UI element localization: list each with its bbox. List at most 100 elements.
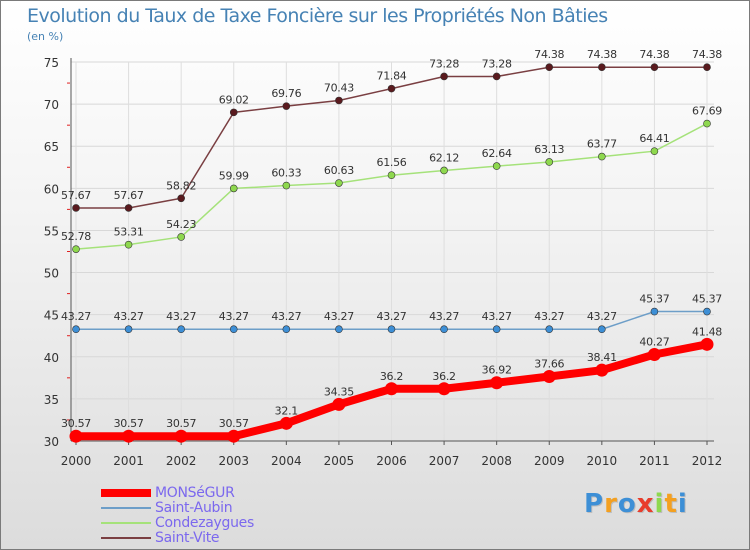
data-point-monsegur	[542, 369, 556, 383]
data-point-condezaygues	[177, 233, 185, 241]
y-tick-label: 35	[44, 393, 59, 407]
data-label-saint-vite: 69.02	[219, 93, 249, 106]
data-label-monsegur: 30.57	[61, 417, 91, 430]
data-label-saint-aubin: 43.27	[482, 310, 512, 323]
data-label-saint-aubin: 43.27	[534, 310, 564, 323]
y-tick-label: 45	[44, 309, 59, 323]
data-label-saint-vite: 57.67	[61, 189, 91, 202]
data-label-condezaygues: 61.56	[377, 156, 407, 169]
data-point-saint-vite	[703, 63, 711, 72]
data-point-monsegur	[279, 416, 293, 430]
legend-swatch-saint-aubin	[101, 507, 151, 509]
data-label-saint-aubin: 43.27	[587, 310, 617, 323]
x-tick-label: 2005	[324, 454, 355, 468]
data-point-saint-aubin	[703, 307, 711, 316]
y-tick-label: 55	[44, 224, 59, 238]
data-label-saint-aubin: 43.27	[219, 310, 249, 323]
data-label-condezaygues: 62.12	[429, 151, 459, 164]
data-point-saint-aubin	[72, 325, 80, 334]
data-point-monsegur	[437, 382, 451, 396]
data-point-condezaygues	[703, 119, 711, 128]
data-label-monsegur: 32.1	[275, 404, 298, 417]
data-point-saint-aubin	[177, 325, 185, 334]
data-label-saint-vite: 74.38	[639, 48, 669, 61]
x-tick-label: 2004	[271, 454, 302, 468]
data-point-monsegur	[385, 382, 398, 396]
data-point-saint-vite	[282, 102, 291, 110]
data-point-saint-vite	[72, 204, 80, 212]
data-label-condezaygues: 63.77	[587, 138, 617, 151]
y-tick-label: 70	[44, 98, 59, 112]
data-point-monsegur	[700, 337, 714, 351]
data-point-monsegur	[122, 429, 136, 443]
data-point-saint-aubin	[598, 325, 606, 334]
data-point-condezaygues	[229, 184, 238, 193]
data-point-monsegur	[595, 363, 609, 377]
data-point-saint-vite	[650, 63, 659, 72]
data-label-condezaygues: 59.99	[219, 169, 249, 182]
data-label-condezaygues: 62.64	[482, 147, 512, 160]
data-label-saint-aubin: 43.27	[271, 310, 301, 323]
data-label-condezaygues: 63.13	[534, 143, 564, 156]
data-point-saint-aubin	[387, 325, 396, 334]
x-tick-label: 2007	[429, 454, 460, 468]
data-point-condezaygues	[545, 158, 554, 166]
data-point-saint-vite	[598, 63, 606, 72]
data-point-saint-aubin	[545, 325, 554, 334]
data-label-saint-aubin: 45.37	[639, 293, 669, 306]
data-point-saint-aubin	[440, 325, 448, 334]
chart-subtitle: (en %)	[27, 30, 64, 43]
data-point-monsegur	[227, 429, 241, 443]
data-point-monsegur	[332, 397, 346, 411]
legend-label-monsegur: MONSéGUR	[155, 485, 235, 501]
data-point-saint-aubin	[282, 325, 291, 334]
legend-swatch-monsegur	[101, 489, 151, 497]
data-label-monsegur: 30.57	[114, 417, 144, 430]
y-tick-label: 50	[44, 267, 59, 281]
data-point-condezaygues	[598, 152, 606, 161]
data-label-saint-aubin: 43.27	[114, 310, 144, 323]
data-point-saint-aubin	[124, 325, 133, 334]
data-point-monsegur	[647, 348, 661, 362]
data-point-condezaygues	[72, 245, 80, 253]
legend-label-condezaygues: Condezaygues	[155, 515, 254, 531]
data-point-monsegur	[174, 429, 188, 443]
y-tick-label: 65	[44, 140, 59, 154]
data-label-saint-vite: 71.84	[377, 70, 407, 83]
data-point-condezaygues	[650, 147, 659, 155]
legend-label-saint-vite: Saint-Vite	[155, 530, 220, 546]
data-label-monsegur: 36.2	[432, 370, 455, 383]
legend-swatch-saint-vite	[101, 537, 151, 539]
data-point-condezaygues	[440, 166, 448, 175]
data-label-saint-aubin: 43.27	[61, 310, 91, 323]
x-tick-label: 2000	[61, 454, 92, 468]
data-point-saint-vite	[545, 63, 554, 72]
data-label-condezaygues: 53.31	[114, 226, 144, 239]
x-tick-label: 2001	[113, 454, 144, 468]
data-point-saint-vite	[440, 72, 448, 81]
x-tick-label: 2012	[692, 454, 723, 468]
data-label-condezaygues: 54.23	[166, 218, 196, 231]
data-label-saint-vite: 73.28	[482, 57, 512, 70]
x-tick-label: 2002	[166, 454, 197, 468]
data-point-saint-vite	[124, 204, 133, 212]
data-label-condezaygues: 64.41	[639, 132, 669, 145]
data-label-monsegur: 40.27	[639, 336, 669, 349]
data-point-saint-vite	[335, 96, 343, 105]
data-label-condezaygues: 60.63	[324, 164, 354, 177]
data-point-condezaygues	[124, 240, 133, 249]
data-label-condezaygues: 60.33	[271, 167, 301, 180]
data-point-saint-aubin	[650, 307, 659, 316]
chart-title: Evolution du Taux de Taxe Foncière sur l…	[27, 5, 608, 27]
data-label-saint-aubin: 43.27	[429, 310, 459, 323]
data-label-saint-vite: 74.38	[692, 48, 722, 61]
data-label-saint-vite: 58.82	[166, 179, 196, 192]
data-point-saint-aubin	[335, 325, 343, 334]
legend-swatch-condezaygues	[101, 522, 151, 524]
legend-label-saint-aubin: Saint-Aubin	[155, 500, 233, 516]
data-label-monsegur: 34.35	[324, 385, 354, 398]
data-label-saint-vite: 74.38	[534, 48, 564, 61]
x-tick-label: 2009	[534, 454, 565, 468]
